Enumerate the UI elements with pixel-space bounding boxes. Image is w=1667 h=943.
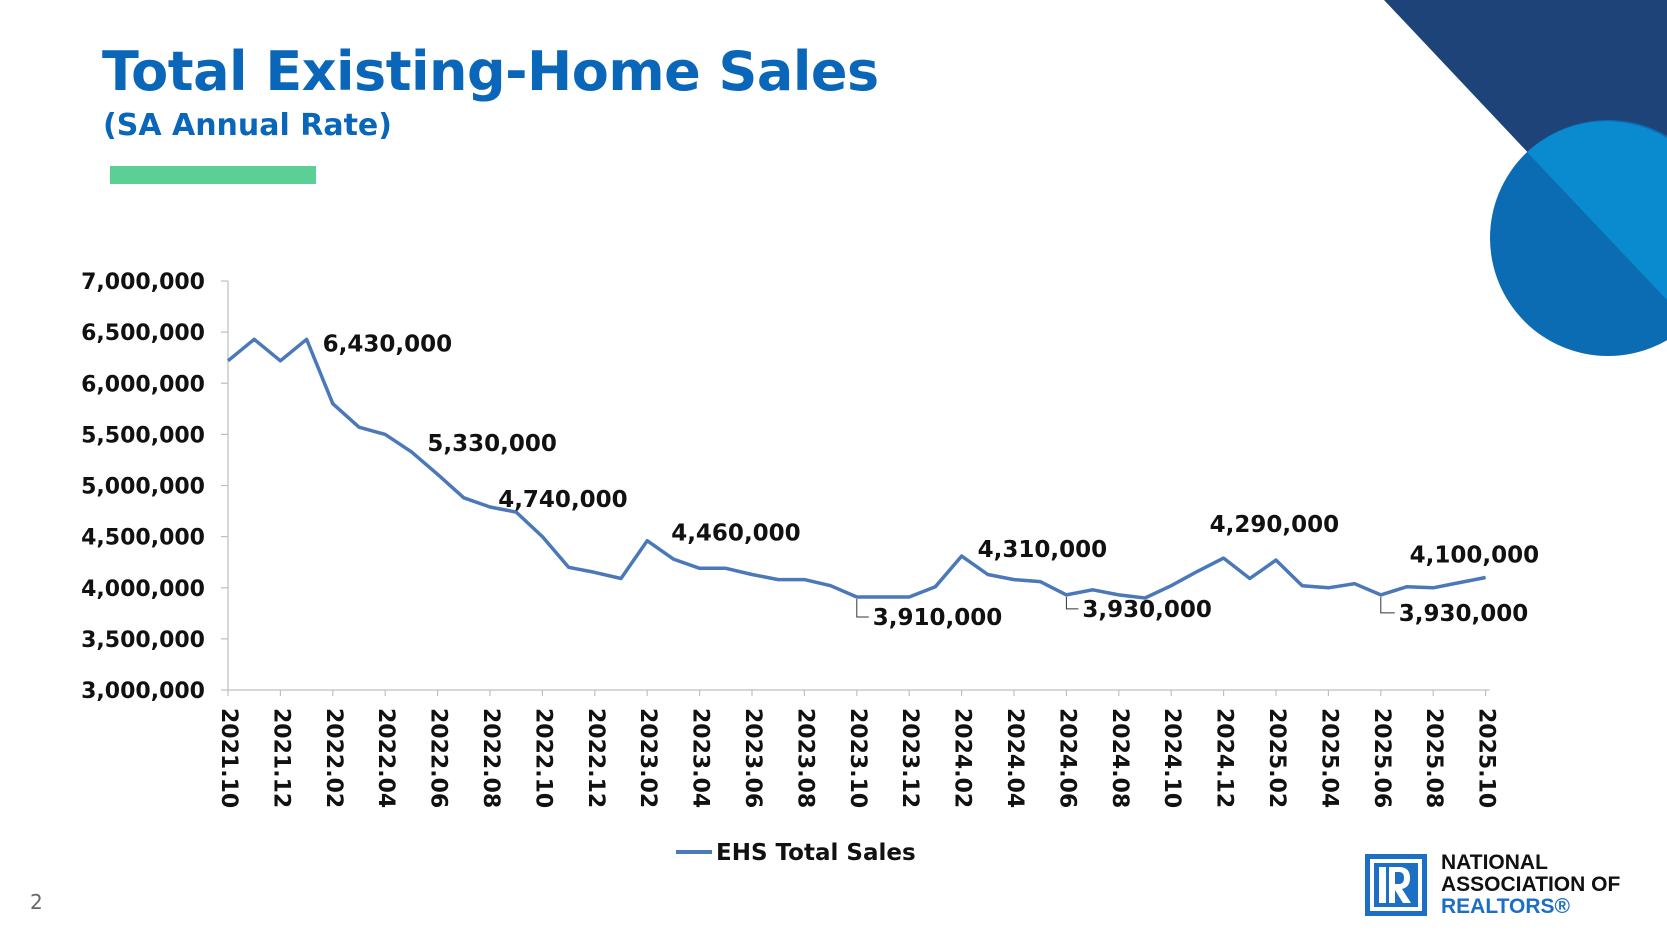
- data-label-leader: [856, 598, 869, 618]
- light-blue-wedge: [1527, 121, 1667, 300]
- x-tick-label: 2023.06: [740, 708, 765, 808]
- data-label: 4,460,000: [671, 521, 801, 547]
- x-tick-label: 2023.10: [845, 708, 870, 808]
- y-tick-label: 7,000,000: [81, 270, 205, 295]
- x-tick-label: 2025.04: [1316, 708, 1341, 808]
- realtor-r-logo-icon: [1365, 854, 1427, 916]
- data-label: 3,930,000: [1082, 597, 1212, 623]
- x-tick-label: 2024.10: [1159, 708, 1184, 808]
- x-tick-label: 2025.08: [1421, 708, 1446, 808]
- x-tick-label: 2023.08: [792, 708, 817, 808]
- logo-text-line3: REALTORS®: [1441, 895, 1571, 918]
- data-label: 4,310,000: [978, 537, 1108, 563]
- x-tick-label: 2025.02: [1264, 708, 1289, 808]
- x-tick-label: 2022.12: [583, 708, 608, 808]
- data-label: 6,430,000: [323, 331, 453, 357]
- data-label: 3,930,000: [1399, 601, 1529, 627]
- data-label-leader: [1380, 596, 1395, 614]
- x-tick-label: 2024.06: [1054, 708, 1079, 808]
- page-title: Total Existing-Home Sales: [102, 40, 879, 103]
- x-tick-label: 2022.10: [530, 708, 555, 808]
- accent-bar: [110, 166, 316, 184]
- y-tick-label: 4,000,000: [81, 577, 205, 602]
- x-tick-label: 2024.04: [1002, 708, 1027, 808]
- page-subtitle: (SA Annual Rate): [103, 108, 392, 143]
- data-label: 3,910,000: [873, 605, 1003, 631]
- x-tick-label: 2024.12: [1212, 708, 1237, 808]
- y-tick-label: 5,500,000: [81, 423, 205, 448]
- data-label-leader: [1065, 596, 1079, 610]
- x-tick-label: 2022.04: [373, 708, 398, 808]
- legend-label: EHS Total Sales: [716, 840, 916, 866]
- y-tick-label: 4,500,000: [81, 526, 205, 551]
- x-tick-label: 2023.12: [897, 708, 922, 808]
- logo-text-line1: NATIONAL: [1441, 851, 1548, 874]
- x-tick-label: 2023.02: [635, 708, 660, 808]
- x-tick-label: 2022.08: [478, 708, 503, 808]
- x-tick-label: 2021.10: [216, 708, 241, 808]
- nar-logo: NATIONAL ASSOCIATION OF REALTORS®: [1365, 852, 1620, 918]
- data-label: 4,290,000: [1210, 512, 1340, 538]
- x-tick-label: 2022.02: [321, 708, 346, 808]
- x-tick-label: 2025.06: [1369, 708, 1394, 808]
- x-tick-label: 2021.12: [268, 708, 293, 808]
- y-tick-label: 6,500,000: [81, 321, 205, 346]
- x-tick-label: 2022.06: [426, 708, 451, 808]
- x-tick-label: 2024.02: [950, 708, 975, 808]
- x-tick-label: 2024.08: [1107, 708, 1132, 808]
- y-tick-label: 3,500,000: [81, 628, 205, 653]
- x-tick-label: 2025.10: [1474, 708, 1499, 808]
- data-label: 4,740,000: [498, 487, 628, 513]
- y-tick-label: 6,000,000: [81, 372, 205, 397]
- data-label: 4,100,000: [1410, 543, 1540, 569]
- y-tick-label: 3,000,000: [81, 679, 205, 704]
- data-label: 5,330,000: [427, 431, 557, 457]
- series-line-ehs-total-sales: [226, 337, 1486, 600]
- x-tick-label: 2023.04: [688, 708, 713, 808]
- logo-text-line2: ASSOCIATION OF: [1441, 873, 1621, 896]
- page-number: 2: [30, 890, 43, 914]
- y-tick-label: 5,000,000: [81, 475, 205, 500]
